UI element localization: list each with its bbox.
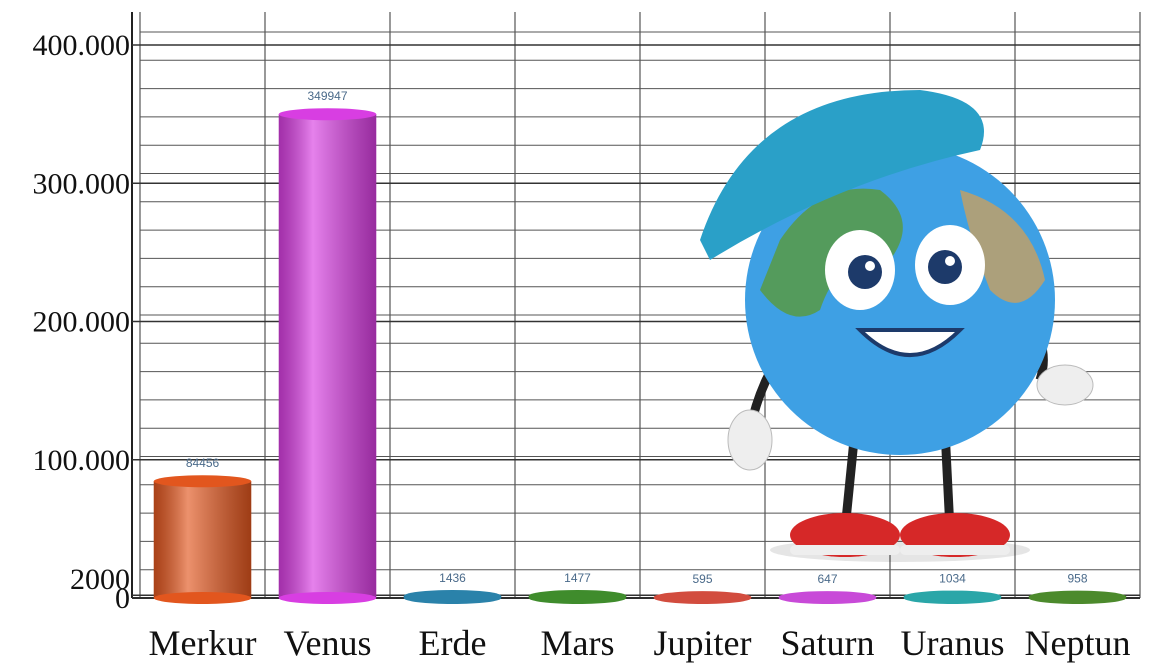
bar-base: [403, 592, 502, 604]
value-label: 1477: [564, 571, 591, 585]
x-tick-label: Mars: [541, 623, 615, 663]
bar-shine: [153, 481, 252, 598]
bars: Merkur 84456 Venus 349947 Erde 1436 Mars 1477 Ju…: [149, 89, 1131, 663]
y-tick-label: 2000: [70, 563, 130, 596]
value-label: 595: [692, 572, 712, 586]
x-tick-label: Erde: [419, 623, 487, 663]
y-tick-label: 300.000: [33, 167, 131, 200]
x-tick-label: Venus: [284, 623, 372, 663]
x-tick-label: Merkur: [149, 623, 257, 663]
x-tick-label: Jupiter: [654, 623, 752, 663]
value-label: 958: [1067, 572, 1087, 586]
x-tick-label: Saturn: [781, 623, 875, 663]
y-tick-label: 400.000: [33, 29, 131, 62]
bar-shine: [278, 114, 377, 598]
bar-base: [778, 592, 877, 604]
y-tick-label: 0: [115, 582, 130, 615]
bar-base: [153, 592, 252, 604]
value-label: 349947: [307, 89, 347, 103]
bar-base: [1028, 592, 1127, 604]
bar-cap: [153, 475, 252, 488]
value-label: 647: [817, 572, 837, 586]
value-label: 84456: [186, 456, 220, 470]
value-label: 1436: [439, 571, 466, 585]
y-tick-label: 200.000: [33, 306, 131, 339]
bar-cap: [278, 108, 377, 121]
bar-base: [528, 592, 627, 604]
y-tick-label: 100.000: [33, 444, 131, 477]
x-tick-label: Uranus: [901, 623, 1005, 663]
bar-base: [653, 592, 752, 604]
bar-base: [903, 592, 1002, 604]
globe-mascot: [700, 90, 1094, 562]
bar-base: [278, 592, 377, 604]
value-label: 1034: [939, 572, 966, 586]
x-tick-label: Neptun: [1025, 623, 1131, 663]
